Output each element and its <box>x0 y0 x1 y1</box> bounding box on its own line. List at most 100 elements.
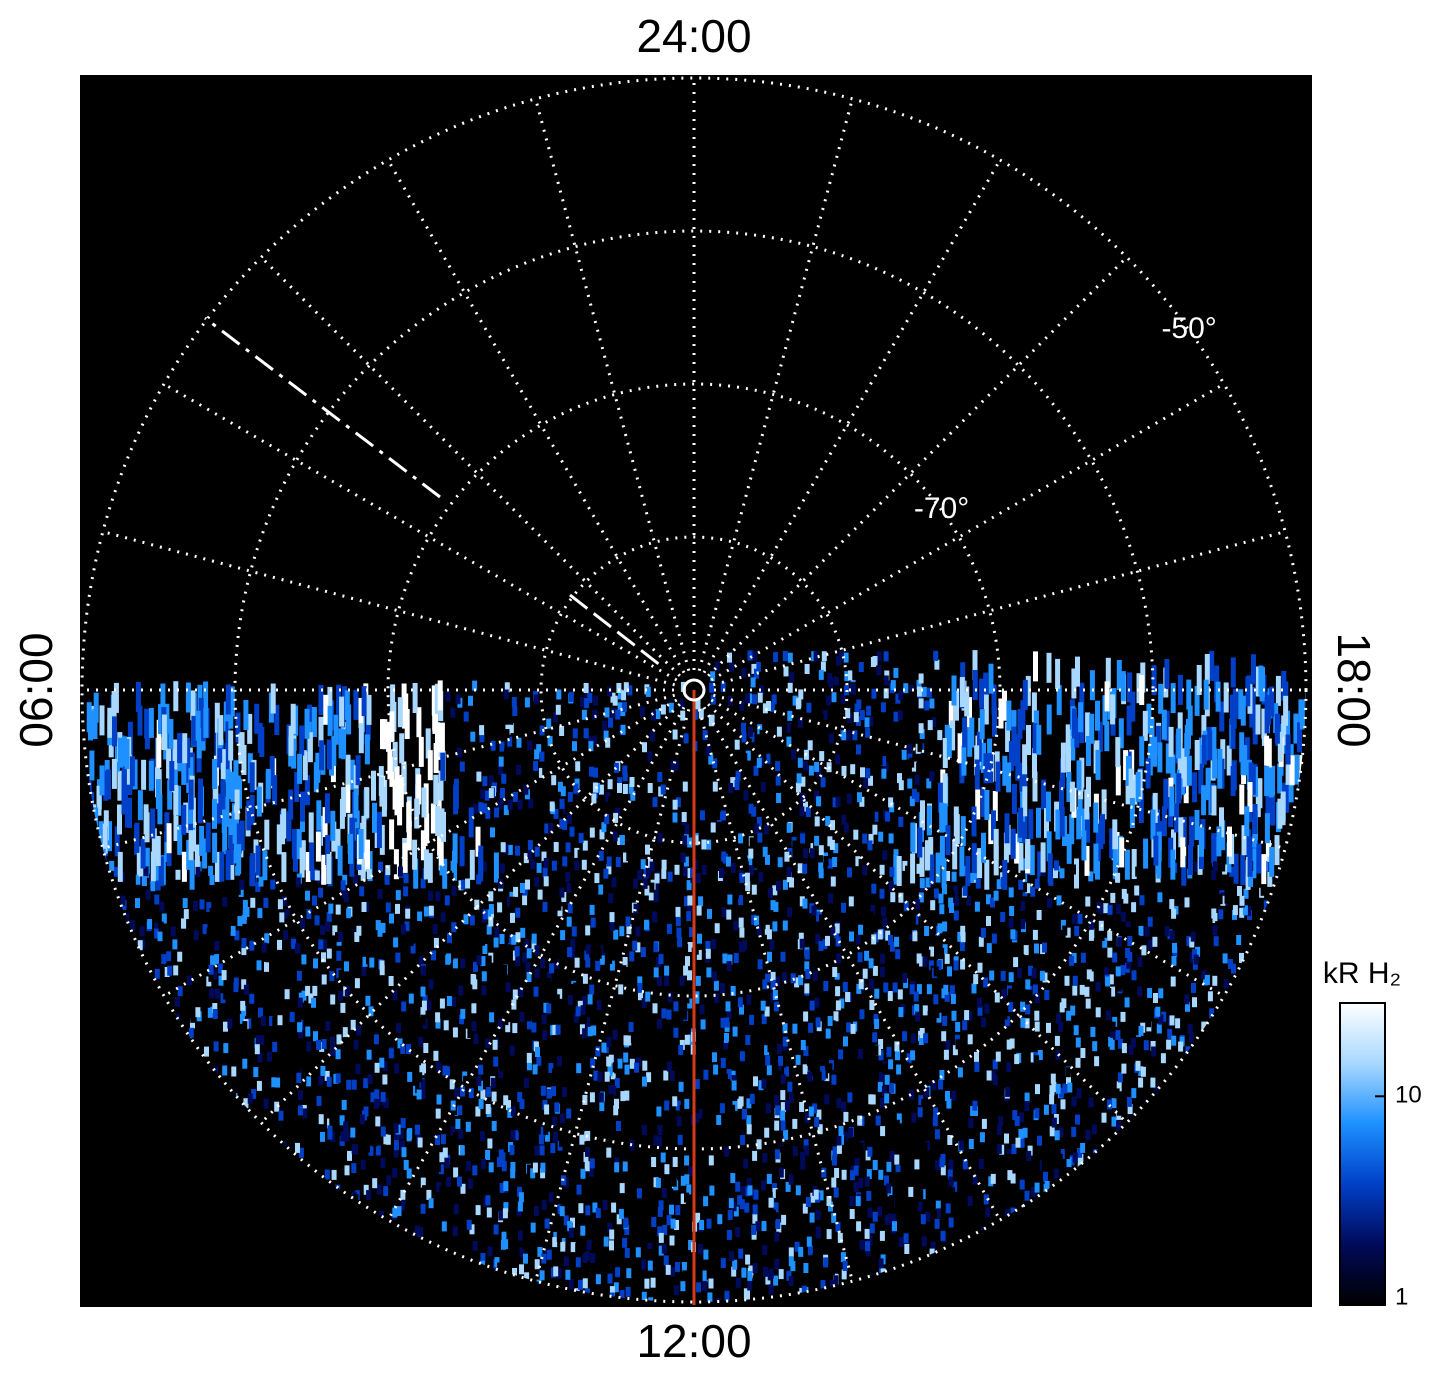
emission-cell <box>512 1268 517 1278</box>
emission-cell <box>918 723 924 734</box>
emission-cell <box>221 970 227 981</box>
emission-cell <box>1257 778 1263 809</box>
emission-cell <box>570 938 576 949</box>
emission-cell <box>246 800 252 831</box>
emission-cell <box>406 820 412 851</box>
emission-cell <box>961 745 967 776</box>
emission-cell <box>974 1061 980 1072</box>
emission-cell <box>787 907 793 918</box>
emission-cell <box>323 694 329 725</box>
emission-cell <box>300 791 305 822</box>
emission-cell <box>435 1162 441 1172</box>
emission-cell <box>1171 1035 1177 1046</box>
emission-cell <box>1146 1017 1152 1028</box>
emission-cell <box>948 1176 954 1187</box>
emission-cell <box>305 890 310 901</box>
emission-cell <box>688 1240 694 1250</box>
emission-cell <box>661 1188 667 1198</box>
emission-cell <box>751 884 757 895</box>
emission-cell <box>137 705 143 736</box>
emission-cell <box>318 1114 324 1125</box>
emission-cell <box>964 686 970 717</box>
emission-cell <box>442 1147 448 1158</box>
emission-cell <box>949 985 955 996</box>
emission-cell <box>909 681 915 692</box>
emission-cell <box>784 1066 790 1077</box>
emission-cell <box>657 976 662 987</box>
emission-cell <box>776 1043 782 1054</box>
emission-cell <box>930 1241 936 1252</box>
emission-cell <box>609 1128 615 1139</box>
emission-cell <box>1032 929 1038 940</box>
emission-cell <box>549 963 555 974</box>
emission-cell <box>1047 898 1052 909</box>
emission-cell <box>782 920 788 931</box>
emission-cell <box>1109 828 1115 859</box>
emission-cell <box>823 856 829 866</box>
emission-cell <box>740 942 746 952</box>
emission-cell <box>773 1202 779 1213</box>
emission-cell <box>428 979 434 990</box>
emission-cell <box>620 1091 626 1102</box>
emission-cell <box>734 780 740 790</box>
emission-cell <box>585 944 591 955</box>
emission-cell <box>602 1003 607 1014</box>
emission-cell <box>766 1065 772 1076</box>
emission-cell <box>1266 694 1271 725</box>
emission-cell <box>816 1081 822 1091</box>
emission-cell <box>385 957 391 968</box>
emission-cell <box>859 710 865 721</box>
emission-cell <box>721 660 727 671</box>
emission-cell <box>513 1130 519 1141</box>
emission-cell <box>954 814 960 845</box>
emission-cell <box>972 1100 978 1111</box>
emission-cell <box>263 1098 269 1109</box>
emission-cell <box>884 1093 890 1104</box>
emission-cell <box>1250 764 1256 795</box>
emission-cell <box>903 1062 909 1072</box>
emission-cell <box>341 729 347 760</box>
emission-cell <box>637 870 643 881</box>
emission-cell <box>660 784 666 795</box>
emission-cell <box>1264 861 1270 872</box>
emission-cell <box>1020 870 1026 881</box>
emission-cell <box>264 1078 270 1089</box>
emission-cell <box>814 790 820 801</box>
emission-cell <box>629 777 635 787</box>
emission-cell <box>1030 1035 1036 1046</box>
emission-cell <box>608 717 613 728</box>
emission-cell <box>897 773 902 784</box>
emission-cell <box>458 1115 464 1126</box>
emission-cell <box>846 793 852 804</box>
emission-cell <box>150 881 156 892</box>
emission-cell <box>898 690 904 700</box>
emission-cell <box>881 768 887 779</box>
emission-cell <box>775 976 781 987</box>
emission-cell <box>1011 710 1017 741</box>
emission-cell <box>1139 736 1145 767</box>
emission-cell <box>747 1156 753 1167</box>
emission-cell <box>468 695 473 706</box>
emission-cell <box>945 871 951 881</box>
emission-cell <box>950 994 956 1004</box>
emission-cell <box>916 665 922 676</box>
emission-cell <box>1108 974 1114 985</box>
emission-cell <box>1103 903 1109 914</box>
emission-cell <box>1219 807 1224 838</box>
emission-cell <box>930 900 936 911</box>
emission-cell <box>546 971 552 982</box>
emission-cell <box>601 822 607 833</box>
emission-cell <box>481 971 487 982</box>
emission-cell <box>955 1106 961 1117</box>
emission-cell <box>491 1091 497 1102</box>
emission-cell <box>150 808 156 839</box>
emission-cell <box>683 896 689 907</box>
emission-cell <box>1247 846 1253 877</box>
emission-cell <box>543 1002 549 1013</box>
emission-cell <box>297 753 303 784</box>
emission-cell <box>1107 1099 1113 1110</box>
emission-cell <box>277 899 283 910</box>
emission-cell <box>1223 978 1229 989</box>
emission-cell <box>782 972 787 983</box>
emission-cell <box>533 1194 539 1205</box>
